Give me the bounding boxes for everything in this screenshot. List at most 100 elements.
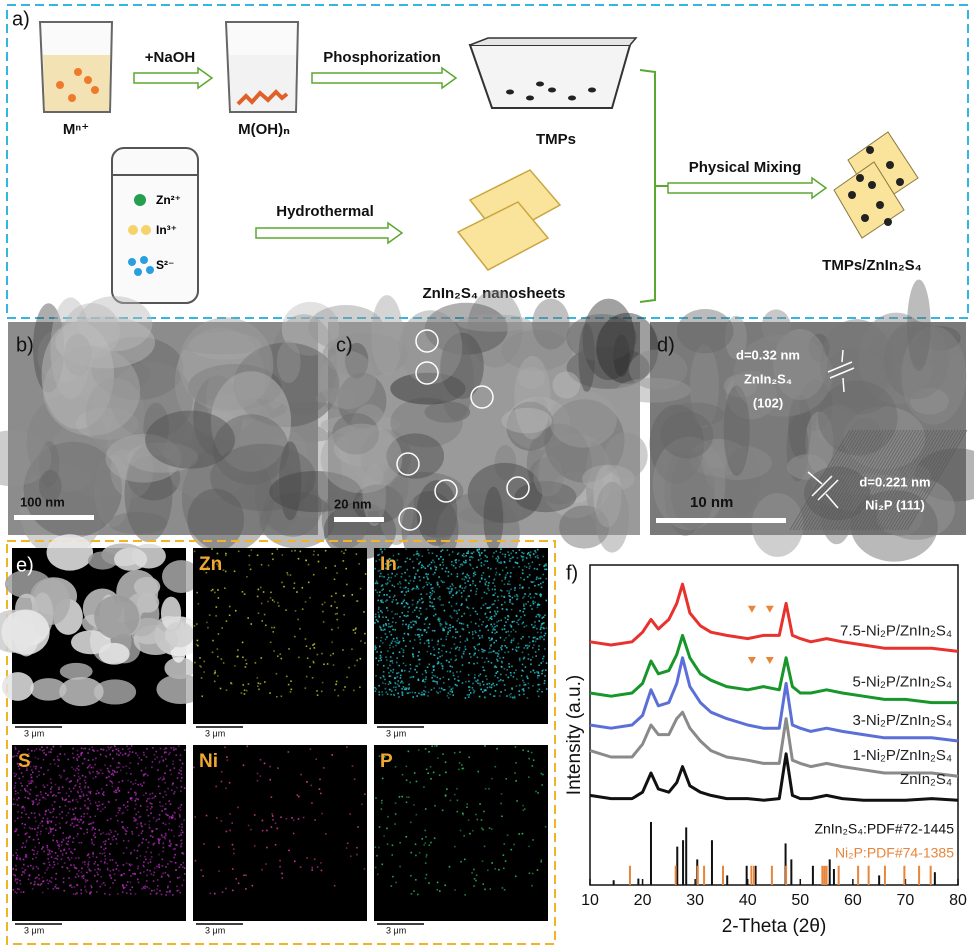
eds-dot [509, 575, 512, 578]
eds-dot [334, 601, 336, 603]
eds-dot [162, 822, 164, 825]
eds-dot [132, 872, 134, 875]
eds-dot [165, 747, 168, 750]
eds-dot [438, 576, 440, 579]
eds-dot [475, 593, 477, 596]
eds-dot [410, 821, 412, 824]
eds-dot [74, 817, 77, 819]
y-axis-label: Intensity (a.u.) [564, 675, 585, 795]
eds-dot [146, 748, 148, 750]
eds-dot [488, 582, 490, 584]
eds-dot [224, 570, 227, 573]
eds-dot [510, 588, 512, 591]
eds-dot [529, 604, 532, 607]
eds-dot [250, 549, 253, 551]
eds-dot [523, 614, 526, 617]
eds-dot [540, 582, 542, 585]
eds-dot [407, 627, 410, 630]
eds-dot [399, 677, 402, 679]
eds-dot [494, 592, 497, 594]
eds-dot [78, 786, 81, 788]
texture [538, 433, 613, 519]
eds-dot [482, 604, 485, 606]
eds-dot [425, 573, 427, 575]
texture [160, 596, 182, 631]
eds-dot [324, 549, 327, 552]
eds-dot [536, 690, 539, 693]
eds-dot [545, 599, 548, 602]
eds-dot [55, 795, 57, 797]
eds-dot [36, 803, 39, 806]
eds-dot [29, 782, 32, 785]
eds-dot [392, 668, 395, 671]
eds-dot [162, 872, 164, 875]
eds-dot [393, 594, 396, 597]
eds-dot [52, 816, 55, 818]
eds-dot [481, 691, 484, 693]
eds-dot [482, 683, 485, 686]
eds-dot [438, 648, 440, 650]
eds-dot [448, 865, 451, 868]
texture [723, 374, 757, 398]
eds-dot [389, 590, 391, 592]
eds-dot [77, 857, 80, 859]
eds-dot [391, 854, 394, 856]
eds-dot [465, 585, 467, 588]
eds-dot [158, 818, 160, 820]
eds-dot [49, 831, 52, 833]
eds-dot [102, 832, 104, 834]
eds-dot [163, 836, 166, 838]
eds-dot [73, 825, 75, 828]
eds-dot [544, 568, 546, 571]
eds-dot [271, 813, 274, 815]
eds-dot [144, 887, 146, 890]
eds-dot [408, 624, 410, 626]
eds-dot [500, 619, 502, 622]
eds-dot [481, 650, 484, 653]
eds-dot [39, 748, 41, 751]
eds-dot [162, 776, 165, 778]
texture [188, 364, 282, 410]
eds-dot [159, 838, 161, 841]
eds-dot [384, 622, 387, 625]
eds-dot [542, 657, 544, 660]
eds-dot [390, 885, 393, 887]
eds-dot [75, 798, 78, 801]
eds-dot [80, 871, 83, 874]
eds-dot [43, 850, 45, 853]
eds-dot [180, 845, 182, 848]
eds-dot [108, 853, 111, 855]
eds-dot [97, 868, 100, 870]
eds-dot [480, 819, 483, 821]
eds-dot [537, 603, 540, 606]
particle-circles [396, 329, 530, 531]
eds-dot [150, 873, 153, 876]
eds-dot [92, 855, 94, 858]
eds-dot [44, 754, 47, 756]
eds-dot [538, 674, 540, 677]
eds-dot [481, 597, 483, 599]
eds-dot [32, 801, 35, 804]
eds-dot [382, 588, 385, 591]
eds-dot [34, 767, 37, 770]
eds-dot [401, 623, 404, 626]
eds-dot [73, 774, 76, 777]
eds-dot [379, 626, 382, 629]
eds-dot [38, 802, 40, 804]
eds-dot [472, 582, 474, 585]
texture [174, 327, 267, 438]
eds-dot [108, 833, 111, 836]
eds-dot [491, 777, 493, 780]
eds-dot [376, 873, 379, 876]
eds-dot [140, 832, 143, 834]
eds-dot [41, 876, 44, 879]
eds-dot [195, 623, 198, 625]
eds-dot [165, 813, 167, 815]
eds-dot [229, 813, 231, 815]
eds-dot [57, 887, 60, 890]
eds-dot [137, 878, 139, 881]
eds-dot [356, 853, 358, 856]
peak-marker [747, 657, 756, 664]
eds-dot [472, 575, 475, 577]
eds-dot [61, 854, 64, 856]
